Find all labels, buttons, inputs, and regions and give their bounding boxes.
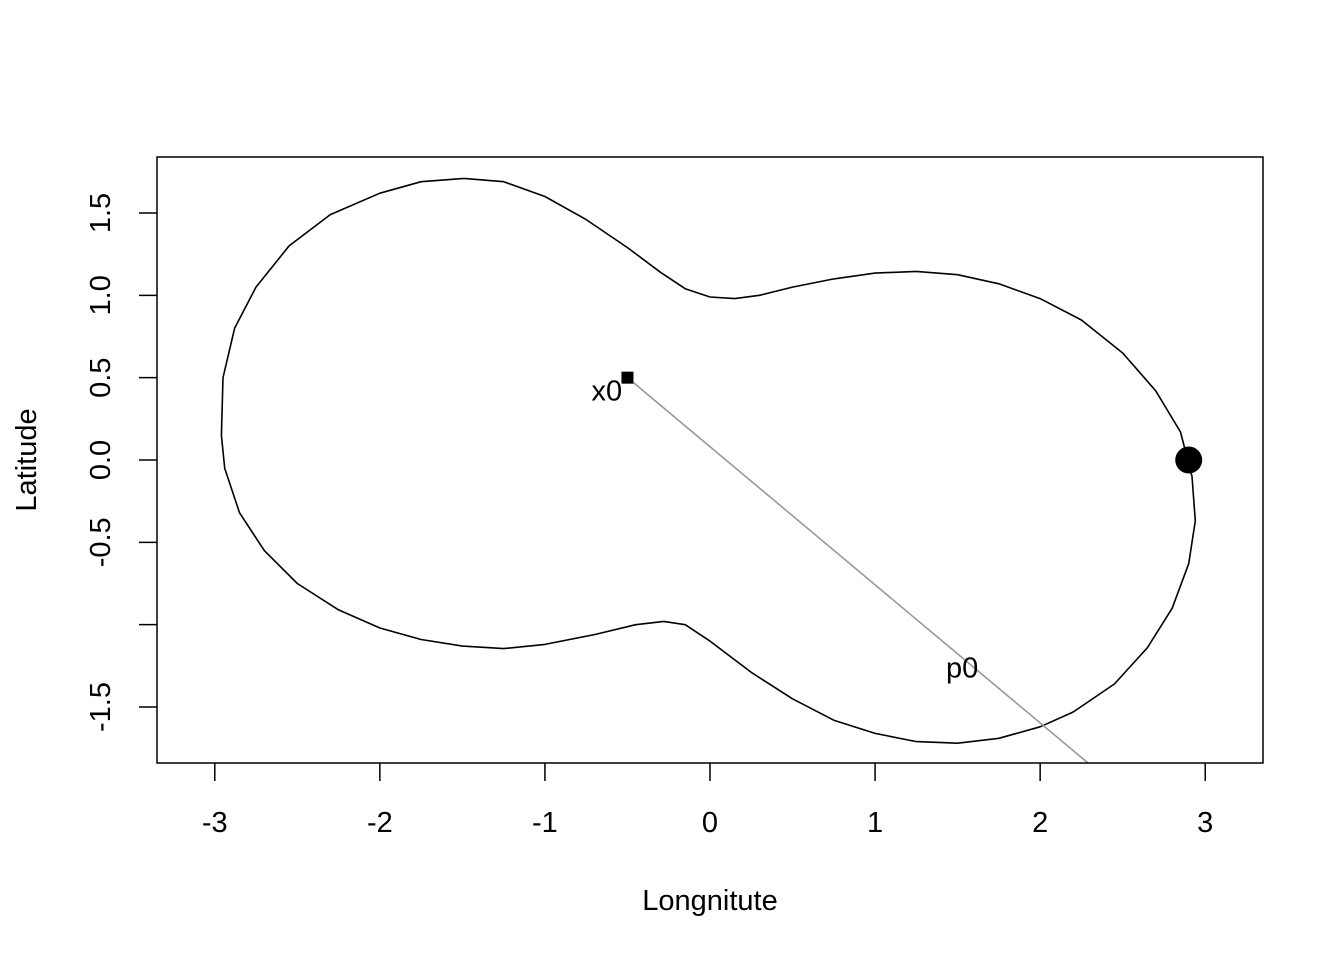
x-tick-label-2: -1 (532, 807, 558, 839)
y-tick-label-0: -1.5 (85, 682, 117, 732)
y-tick-label-2: -0.5 (85, 517, 117, 567)
boundary-curve (220, 177, 1197, 745)
x-tick-label-1: -2 (367, 807, 393, 839)
x-tick-label-6: 3 (1197, 807, 1213, 839)
y-tick-label-5: 1.0 (85, 275, 117, 315)
y-tick-label-4: 0.5 (85, 358, 117, 398)
plot-layer: x0 p0 (220, 177, 1203, 764)
x-tick-label-4: 1 (867, 807, 883, 839)
point-x0-marker (621, 371, 634, 384)
point-x0-label: x0 (591, 376, 622, 408)
axes-layer: -3 -2 -1 0 1 2 3 -1.5 -0.5 0.0 0.5 1.0 1.5 (85, 193, 1213, 839)
x-tick-label-3: 0 (702, 807, 718, 839)
x-axis-label: Longnitute (642, 885, 777, 917)
y-axis-label: Latitude (11, 408, 43, 511)
x-tick-label-0: -3 (202, 807, 228, 839)
plot-frame (156, 156, 1264, 764)
x-tick-label-5: 2 (1032, 807, 1048, 839)
y-tick-label-6: 1.5 (85, 193, 117, 233)
y-tick-label-3: 0.0 (85, 440, 117, 480)
direction-segment (626, 377, 1089, 764)
annotation-p0: p0 (946, 652, 978, 684)
point-1-marker (1175, 446, 1203, 474)
